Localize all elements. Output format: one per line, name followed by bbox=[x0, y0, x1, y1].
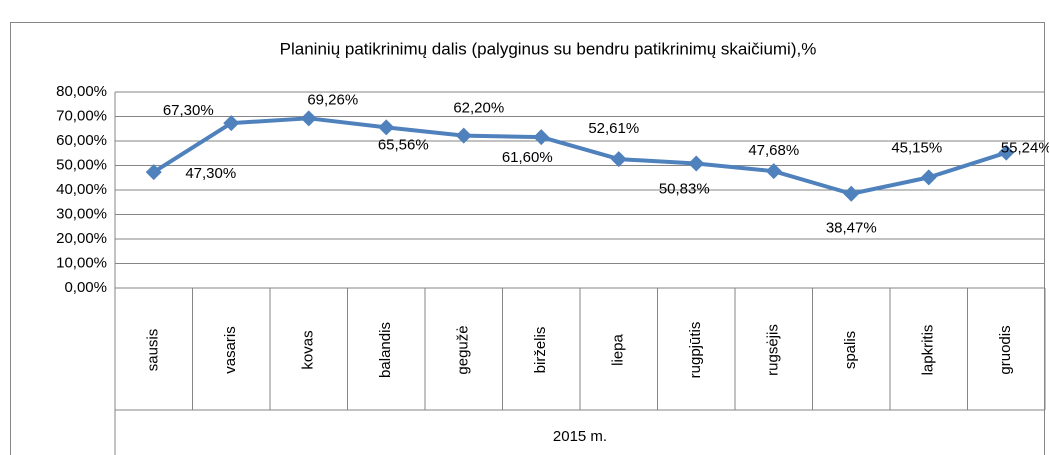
x-tick-label: rugsėjis bbox=[765, 324, 782, 376]
marker bbox=[843, 185, 860, 202]
data-label: 50,83% bbox=[659, 180, 710, 197]
marker bbox=[300, 110, 317, 127]
data-label: 47,68% bbox=[748, 142, 799, 159]
y-tick-label: 0,00% bbox=[64, 279, 107, 296]
x-tick-label: vasaris bbox=[222, 326, 239, 374]
marker bbox=[610, 151, 627, 168]
data-label: 47,30% bbox=[185, 165, 236, 182]
y-tick-label: 30,00% bbox=[56, 205, 107, 222]
data-label: 45,15% bbox=[891, 139, 942, 156]
y-tick-label: 80,00% bbox=[56, 83, 107, 100]
y-tick-label: 60,00% bbox=[56, 132, 107, 149]
marker bbox=[455, 127, 472, 144]
marker bbox=[688, 155, 705, 172]
series-line bbox=[152, 116, 1007, 196]
marker bbox=[533, 129, 550, 146]
y-tick-label: 10,00% bbox=[56, 254, 107, 271]
data-label: 65,56% bbox=[378, 136, 429, 153]
marker bbox=[223, 115, 240, 132]
chart-title: Planinių patikrinimų dalis (palyginus su… bbox=[280, 39, 817, 58]
data-label: 67,30% bbox=[163, 102, 214, 119]
marker bbox=[765, 163, 782, 180]
x-tick-label: kovas bbox=[300, 330, 317, 369]
x-tick-label: gegužė bbox=[455, 325, 472, 374]
x-tick-label: sausis bbox=[145, 329, 162, 372]
x-tick-label: birželis bbox=[532, 327, 549, 374]
data-label: 62,20% bbox=[453, 100, 504, 117]
y-tick-label: 20,00% bbox=[56, 230, 107, 247]
marker bbox=[145, 164, 162, 181]
data-label: 52,61% bbox=[588, 120, 639, 137]
data-label: 55,24% bbox=[1001, 140, 1049, 157]
x-tick-label: lapkritis bbox=[920, 325, 937, 376]
x-tick-label: rugpjūtis bbox=[687, 322, 704, 379]
x-tick-label: spalis bbox=[842, 331, 859, 369]
category-group-label: 2015 m. bbox=[553, 428, 607, 445]
y-tick-label: 70,00% bbox=[56, 107, 107, 124]
x-tick-label: gruodis bbox=[997, 325, 1014, 374]
chart-frame bbox=[10, 22, 1045, 455]
marker bbox=[378, 119, 395, 136]
y-tick-label: 40,00% bbox=[56, 181, 107, 198]
marker bbox=[920, 169, 937, 186]
data-label: 69,26% bbox=[307, 91, 358, 108]
data-label: 38,47% bbox=[826, 220, 877, 237]
marker bbox=[998, 144, 1015, 161]
x-tick-label: liepa bbox=[610, 334, 627, 366]
data-label: 61,60% bbox=[502, 149, 553, 166]
x-tick-label: balandis bbox=[377, 322, 394, 378]
y-tick-label: 50,00% bbox=[56, 156, 107, 173]
